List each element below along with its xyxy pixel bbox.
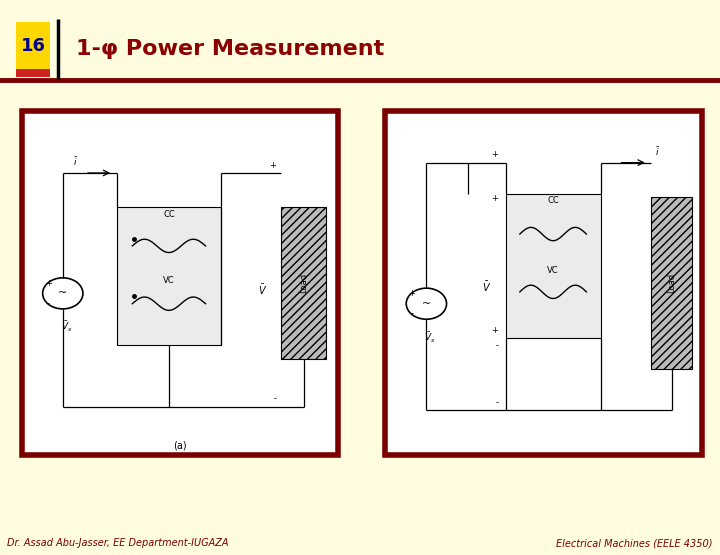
Text: $\bar{V}$: $\bar{V}$ — [482, 280, 491, 294]
Text: $\bar{V}_s$: $\bar{V}_s$ — [60, 320, 72, 335]
FancyBboxPatch shape — [505, 194, 600, 338]
Text: -: - — [47, 299, 50, 308]
Text: Dr. Assad Abu-Jasser, EE Department-IUGAZA: Dr. Assad Abu-Jasser, EE Department-IUGA… — [7, 538, 229, 548]
Text: ~: ~ — [422, 299, 431, 309]
Text: 16: 16 — [21, 37, 45, 55]
Text: -: - — [495, 341, 498, 350]
FancyBboxPatch shape — [652, 197, 693, 369]
Text: +: + — [492, 326, 498, 335]
FancyBboxPatch shape — [22, 111, 338, 455]
Text: -: - — [495, 398, 498, 407]
Text: +: + — [492, 150, 498, 159]
Text: VC: VC — [163, 276, 175, 285]
Text: $\bar{i}$: $\bar{i}$ — [73, 155, 78, 169]
Text: -: - — [274, 395, 276, 403]
Text: $\bar{V}$: $\bar{V}$ — [258, 283, 267, 297]
Text: (a): (a) — [174, 441, 186, 451]
Text: -: - — [410, 309, 413, 318]
Text: CC: CC — [163, 210, 175, 219]
Text: Electrical Machines (EELE 4350): Electrical Machines (EELE 4350) — [557, 538, 713, 548]
Text: Load: Load — [299, 273, 308, 293]
FancyBboxPatch shape — [16, 69, 50, 77]
Text: ~: ~ — [58, 289, 68, 299]
FancyBboxPatch shape — [385, 111, 702, 455]
Text: VC: VC — [547, 266, 559, 275]
FancyBboxPatch shape — [282, 208, 325, 359]
FancyBboxPatch shape — [16, 22, 50, 69]
Text: +: + — [269, 160, 276, 170]
Text: $\bar{V}_s$: $\bar{V}_s$ — [424, 330, 436, 345]
Text: +: + — [45, 279, 52, 288]
Text: CC: CC — [547, 196, 559, 205]
Text: 1-φ Power Measurement: 1-φ Power Measurement — [76, 39, 384, 59]
FancyBboxPatch shape — [117, 208, 221, 345]
Text: $\bar{i}$: $\bar{i}$ — [655, 145, 660, 158]
Text: Load: Load — [667, 273, 676, 293]
Text: +: + — [408, 289, 415, 298]
Text: +: + — [492, 194, 498, 203]
